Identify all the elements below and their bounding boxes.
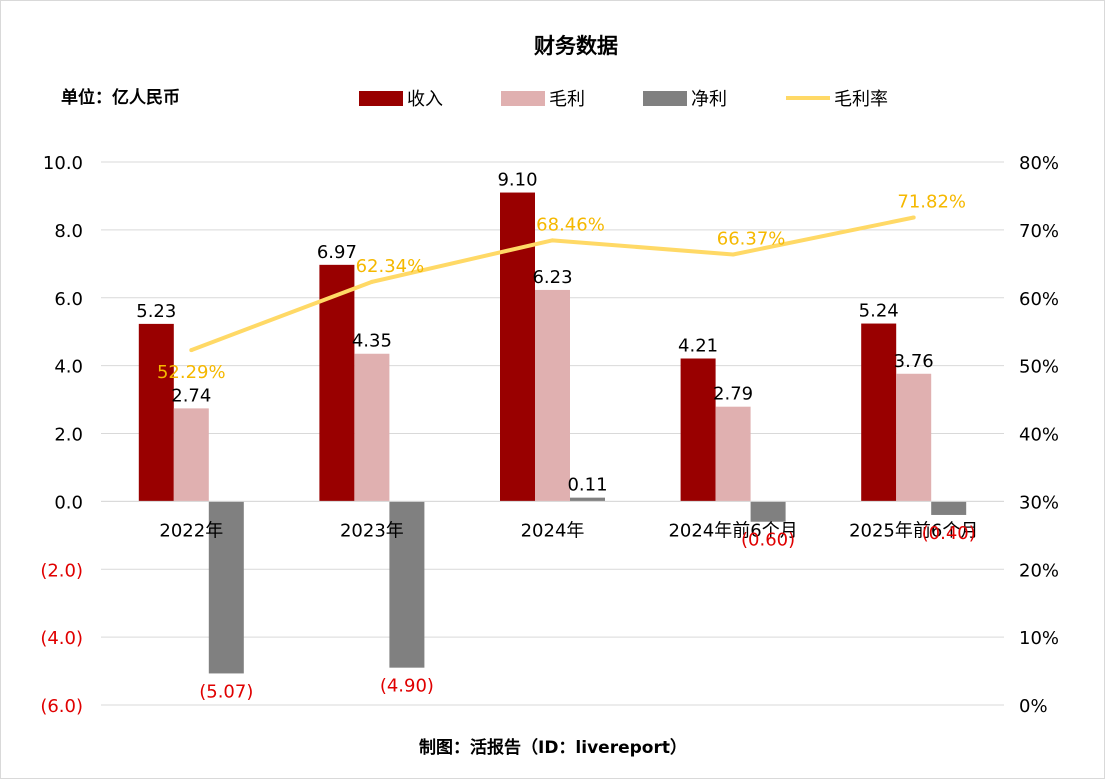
legend-net-profit-label: 净利 <box>691 89 727 110</box>
y-right-tick-label: 40% <box>1019 425 1059 446</box>
gross-profit-bar <box>896 373 932 502</box>
gross-profit-bar <box>354 353 390 502</box>
bar-data-label: (0.60) <box>741 530 795 551</box>
bar-data-label: 2.79 <box>713 384 753 405</box>
net-profit-bar <box>389 501 425 668</box>
bar-data-label: (4.90) <box>380 676 434 697</box>
bar-data-label: 5.23 <box>136 301 176 322</box>
gross-margin-label: 66.37% <box>717 229 786 250</box>
x-category-label: 2023年 <box>340 520 404 541</box>
gross-margin-label: 68.46% <box>536 214 605 235</box>
x-category-label: 2024年 <box>521 520 585 541</box>
gross-margin-point <box>369 279 374 284</box>
gross-profit-bar <box>535 289 570 502</box>
y-right-tick-label: 50% <box>1019 357 1059 378</box>
gross-margin-point <box>189 348 194 353</box>
margin-line <box>189 215 916 353</box>
x-category-label: 2025年前6个月 <box>849 520 978 541</box>
net-profit-bar <box>570 497 605 502</box>
bar-data-label: 5.24 <box>859 301 899 322</box>
y-left-tick-label: 6.0 <box>54 289 83 310</box>
gross-profit-bar <box>715 406 751 502</box>
bar-data-label: (0.40) <box>922 523 976 544</box>
legend-gross-profit-marker <box>501 91 545 106</box>
bar-data-label: 9.10 <box>497 170 537 191</box>
legend: 收入 毛利 净利 毛利率 <box>359 89 888 110</box>
revenue-bar <box>500 192 535 502</box>
y-left-tick-label: (4.0) <box>40 628 83 649</box>
y-left-tick-label: 8.0 <box>54 221 83 242</box>
source-note: 制图：活报告（ID：livereport） <box>419 737 687 758</box>
gross-profit-bar <box>173 408 209 502</box>
gross-margin-point <box>731 252 736 257</box>
y-right-tick-label: 0% <box>1019 696 1048 717</box>
bar-data-label: 2.74 <box>171 385 211 406</box>
y-left-tick-label: 4.0 <box>54 357 83 378</box>
chart-title: 财务数据 <box>534 34 618 58</box>
x-category-label: 2022年 <box>159 520 223 541</box>
legend-revenue-marker <box>359 91 403 106</box>
unit-label: 单位：亿人民币 <box>61 87 180 108</box>
gross-margin-label: 71.82% <box>897 192 966 213</box>
bar-data-label: 4.21 <box>678 335 718 356</box>
bar-data-label: 6.23 <box>532 267 572 288</box>
y-left-tick-label: 0.0 <box>54 492 83 513</box>
revenue-bar <box>138 323 174 502</box>
y-left-tick-label: 2.0 <box>54 425 83 446</box>
y-left-tick-label: (2.0) <box>40 560 83 581</box>
y-right-tick-label: 70% <box>1019 221 1059 242</box>
y-right-tick-label: 60% <box>1019 289 1059 310</box>
net-profit-bar <box>750 501 786 522</box>
gross-margin-label: 62.34% <box>356 256 425 277</box>
revenue-bar <box>319 264 355 502</box>
y-left-tick-label: 10.0 <box>43 153 83 174</box>
bar-data-label: 0.11 <box>567 475 607 496</box>
net-profit-bar <box>208 501 244 674</box>
y-right-tick-label: 20% <box>1019 560 1059 581</box>
y-right-tick-label: 30% <box>1019 492 1059 513</box>
x-category-label: 2024年前6个月 <box>668 520 797 541</box>
gross-margin-label: 52.29% <box>157 362 226 383</box>
legend-gross-margin-label: 毛利率 <box>834 89 888 110</box>
bar-data-label: (5.07) <box>199 681 253 702</box>
revenue-bar <box>861 323 897 502</box>
axes: 10.0 8.0 6.0 4.0 2.0 0.0 (2.0) (4.0) (6.0) 80% 70%… <box>40 153 1059 717</box>
y-right-tick-label: 80% <box>1019 153 1059 174</box>
net-profit-bar <box>931 501 967 515</box>
y-right-tick-label: 10% <box>1019 628 1059 649</box>
bar-data-label: 3.76 <box>894 351 934 372</box>
legend-net-profit-marker <box>643 91 687 106</box>
revenue-bar <box>680 358 716 502</box>
data-labels: 5.23 2.74 (5.07) 6.97 4.35 (4.90) 9.10 6.23 0.11… <box>136 170 976 703</box>
bar-data-label: 4.35 <box>352 331 392 352</box>
gross-margin-point <box>550 238 555 243</box>
legend-revenue-label: 收入 <box>407 89 443 110</box>
bars <box>138 192 967 674</box>
gross-margin-point <box>911 215 916 220</box>
y-left-tick-label: (6.0) <box>40 696 83 717</box>
bar-data-label: 6.97 <box>317 242 357 263</box>
legend-gross-profit-label: 毛利 <box>549 89 585 110</box>
